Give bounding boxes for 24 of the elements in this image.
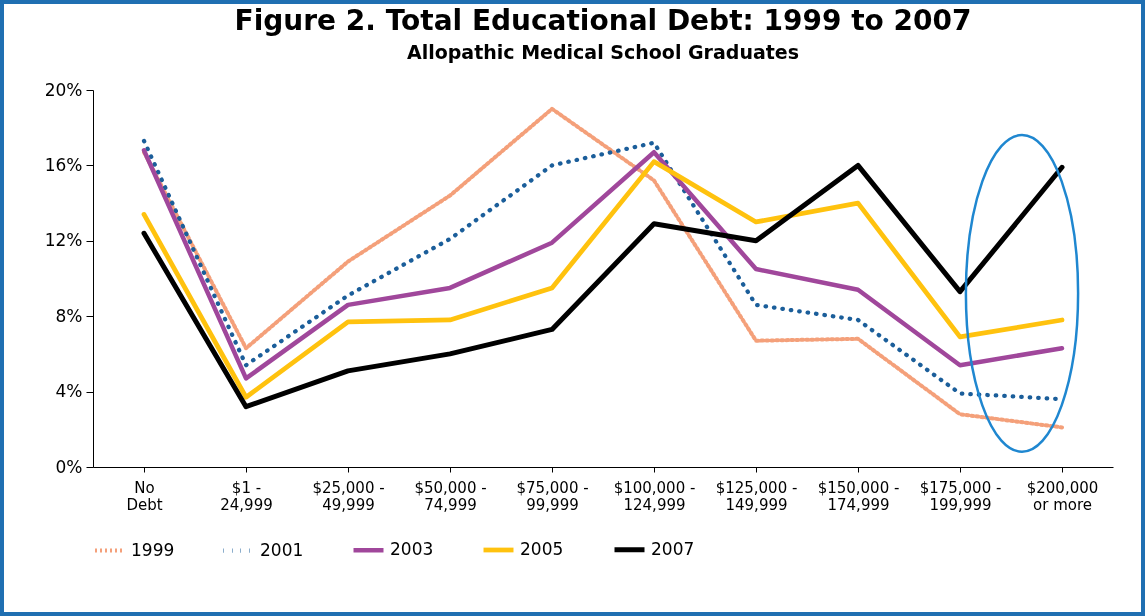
y-tick-label: 12% xyxy=(44,230,83,251)
x-tick-label: $125,000 - 149,999 xyxy=(715,478,798,514)
legend-label: 2001 xyxy=(260,539,304,560)
x-tick-label: $1 - 24,999 xyxy=(220,478,273,514)
x-tick-label: No Debt xyxy=(126,478,163,514)
x-tick-label: $175,000 - 199,999 xyxy=(919,478,1002,514)
y-tick-label: 8% xyxy=(55,305,83,326)
legend-label: 2007 xyxy=(651,538,695,559)
y-tick-label: 4% xyxy=(55,381,83,402)
legend-label: 1999 xyxy=(131,539,175,560)
x-tick-label: $200,000 or more xyxy=(1026,478,1099,514)
chart-subtitle: Allopathic Medical School Graduates xyxy=(406,41,800,63)
line-series xyxy=(142,106,1064,430)
x-tick-label: $50,000 - 74,999 xyxy=(414,478,487,514)
legend-label: 2005 xyxy=(520,539,564,559)
legend-label: 2003 xyxy=(390,539,434,560)
x-tick-label: $150,000 - 174,999 xyxy=(817,478,900,514)
y-tick-label: 0% xyxy=(55,456,83,477)
x-tick-label: $100,000 - 124,999 xyxy=(613,478,696,514)
y-tick-label: 20% xyxy=(44,79,83,100)
chart-title: Figure 2. Total Educational Debt: 1999 to 2007 xyxy=(234,4,972,37)
x-tick-label: $75,000 - 99,999 xyxy=(516,478,589,514)
x-tick-label: $25,000 - 49,999 xyxy=(312,478,385,514)
y-tick-label: 16% xyxy=(44,154,83,175)
